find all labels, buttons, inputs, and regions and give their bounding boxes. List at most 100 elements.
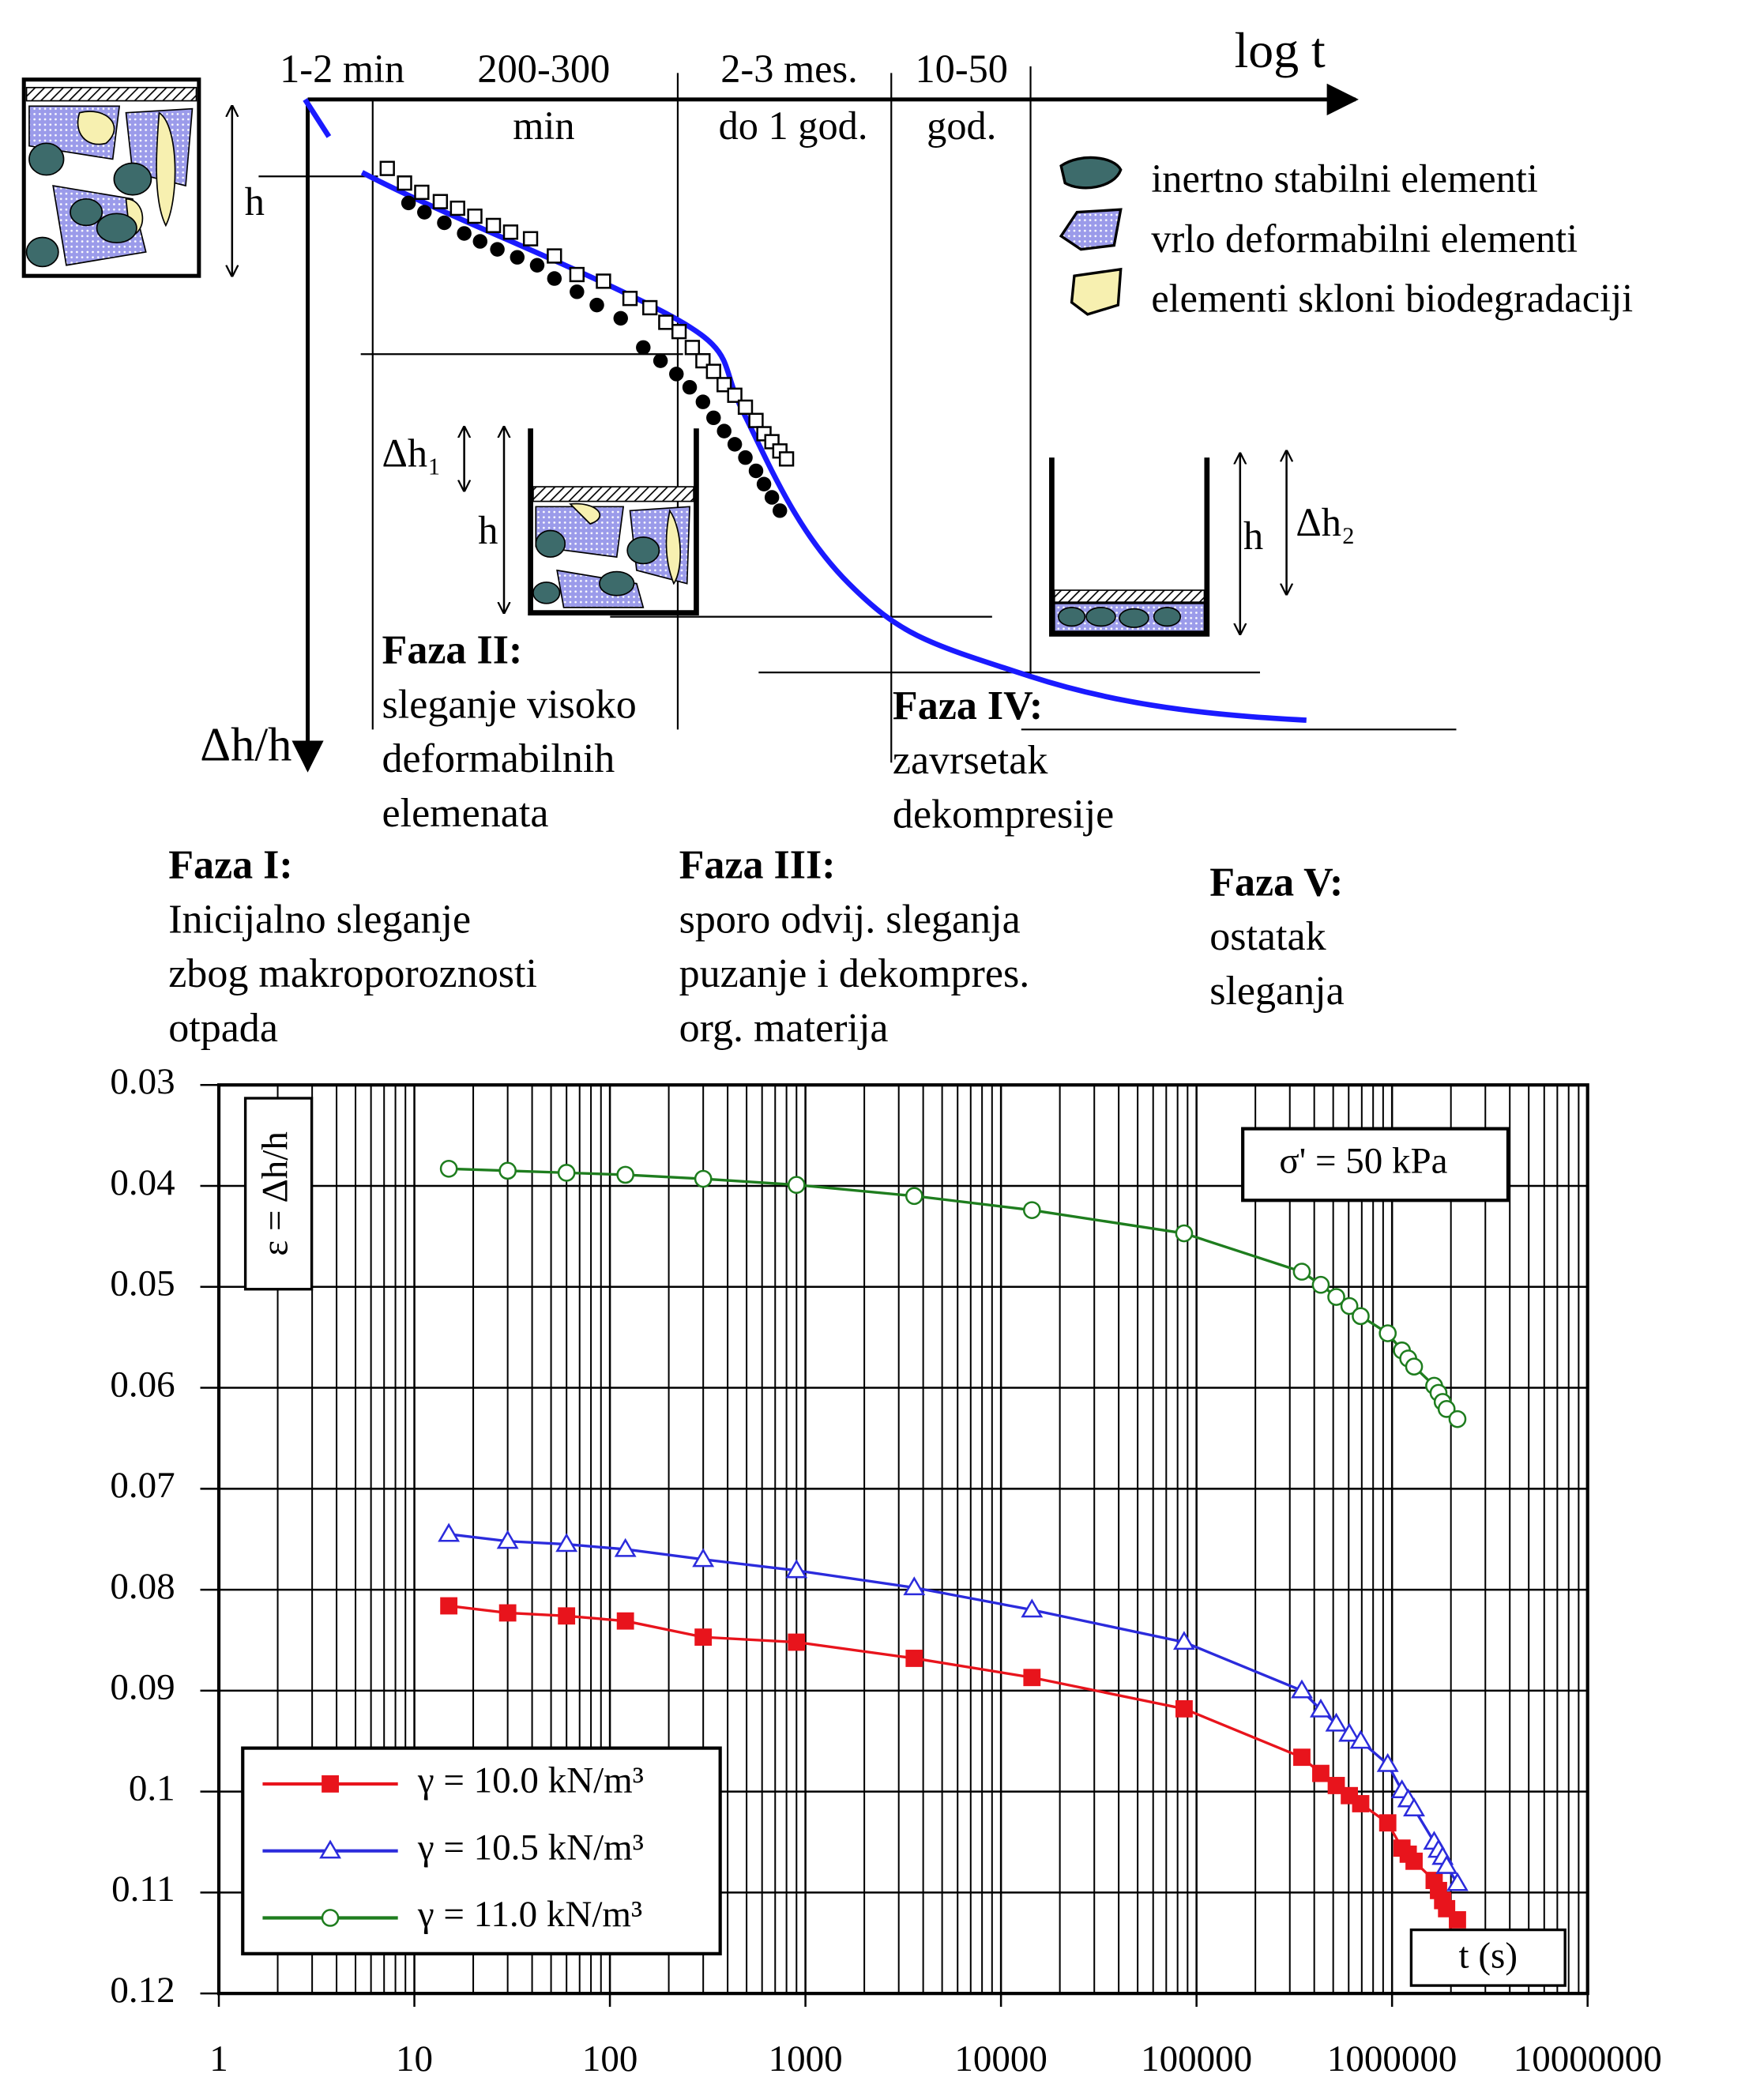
marker [1325, 1712, 1348, 1732]
square-point [449, 200, 465, 216]
marker [558, 1607, 576, 1625]
marker [616, 1165, 635, 1184]
dh-label: Δh₂ [1296, 500, 1355, 544]
dot-point [613, 310, 628, 326]
marker [438, 1522, 461, 1542]
phase-title: Faza IV: [893, 683, 1043, 728]
phase-text: org. materija [679, 1006, 889, 1051]
marker [905, 1187, 923, 1206]
marker [1446, 1872, 1469, 1891]
y-tick-label: 0.03 [110, 1061, 175, 1102]
phase-text: elemenata [382, 791, 549, 836]
dh-label: Δh₁ [382, 431, 442, 476]
y-axis-label: ε = Δh/h [254, 1131, 295, 1255]
marker [1352, 1307, 1370, 1326]
marker [1349, 1729, 1372, 1749]
square-point [522, 231, 539, 247]
marker [694, 1628, 713, 1647]
marker [1021, 1598, 1044, 1618]
axis-label: Δh/h [200, 718, 291, 771]
square-point [705, 363, 721, 379]
plot-frame [216, 1083, 1589, 1996]
legend-label: γ = 10.0 kN/m³ [417, 1760, 644, 1801]
legend-label: γ = 10.5 kN/m³ [417, 1827, 644, 1868]
dot-point [472, 234, 488, 249]
dot-point [653, 353, 668, 368]
square-point [397, 175, 412, 191]
square-point [569, 266, 585, 283]
phase-text: sleganje visoko [382, 682, 637, 727]
marker [1292, 1263, 1311, 1281]
marker [555, 1533, 578, 1552]
marker [788, 1633, 806, 1651]
dot-point [401, 195, 416, 211]
dot-point [457, 226, 472, 241]
y-tick-label: 0.09 [110, 1667, 175, 1708]
square-point [671, 324, 687, 340]
marker [439, 1159, 458, 1178]
phase-text: zbog makroporoznosti [168, 951, 537, 996]
marker [1405, 1357, 1424, 1376]
marker [1172, 1631, 1195, 1650]
square-point [642, 299, 658, 316]
x-axis-label: t (s) [1459, 1935, 1518, 1976]
dot-point [706, 410, 721, 426]
y-tick-label: 0.12 [110, 1970, 175, 2011]
marker [1327, 1777, 1345, 1794]
dot-point [529, 258, 545, 273]
time-label: 10-50 [915, 47, 1008, 91]
square-point [596, 273, 611, 289]
phase-text: Inicijalno sleganje [168, 897, 471, 942]
phase-title: Faza III: [679, 843, 836, 888]
sample-2 [465, 427, 699, 615]
time-label: 2-3 mes. [720, 47, 857, 91]
squares [379, 160, 795, 467]
marker [614, 1537, 637, 1557]
square-point [622, 291, 638, 307]
marker [1405, 1852, 1423, 1870]
dot-point [727, 437, 743, 452]
square-point [737, 399, 754, 416]
legend-label: γ = 11.0 kN/m³ [417, 1894, 642, 1935]
dot-point [756, 476, 772, 491]
x-label-box [1409, 1928, 1567, 1987]
marker [1403, 1797, 1425, 1817]
marker [905, 1650, 923, 1667]
axis-label: log t [1235, 22, 1326, 78]
square-point [778, 451, 795, 467]
h-label: h [478, 508, 498, 552]
square-point [432, 194, 449, 209]
marker [1338, 1722, 1361, 1742]
x-tick-label: 1000000 [1327, 2038, 1457, 2079]
annotation-box [1241, 1127, 1510, 1202]
y-tick-label: 0.05 [110, 1263, 175, 1304]
phase-text: puzanje i dekompres. [679, 951, 1030, 996]
legend-icons [1059, 156, 1123, 316]
phase-text: sleganja [1209, 969, 1344, 1014]
dot-point [682, 379, 698, 395]
square-point [379, 160, 395, 176]
settlement-diagram [21, 66, 1457, 773]
chart: 1 10 100 1000 10000 100000 1000000 10000000 0.03… [110, 1061, 1661, 2079]
legend-text: elementi skloni biodegradaciji [1151, 276, 1633, 320]
h-label: h [1243, 514, 1263, 558]
x-tick-label: 10000 [954, 2038, 1047, 2079]
marker [498, 1604, 517, 1622]
x-tick-label: 10000000 [1514, 2038, 1662, 2079]
x-tick-label: 100 [582, 2038, 638, 2079]
dot-point [547, 271, 562, 286]
y-tick-label: 0.07 [110, 1465, 175, 1506]
dot-point [636, 340, 651, 356]
marker [1311, 1275, 1330, 1294]
phase-title: Faza V: [1209, 860, 1343, 905]
marker [1022, 1201, 1041, 1219]
marker [1310, 1698, 1332, 1718]
dot-point [589, 297, 604, 313]
square-point [727, 387, 743, 403]
dot-point [772, 503, 788, 518]
dot-point [717, 423, 732, 438]
marker [787, 1176, 806, 1195]
x-tick-label: 1000 [769, 2038, 843, 2079]
